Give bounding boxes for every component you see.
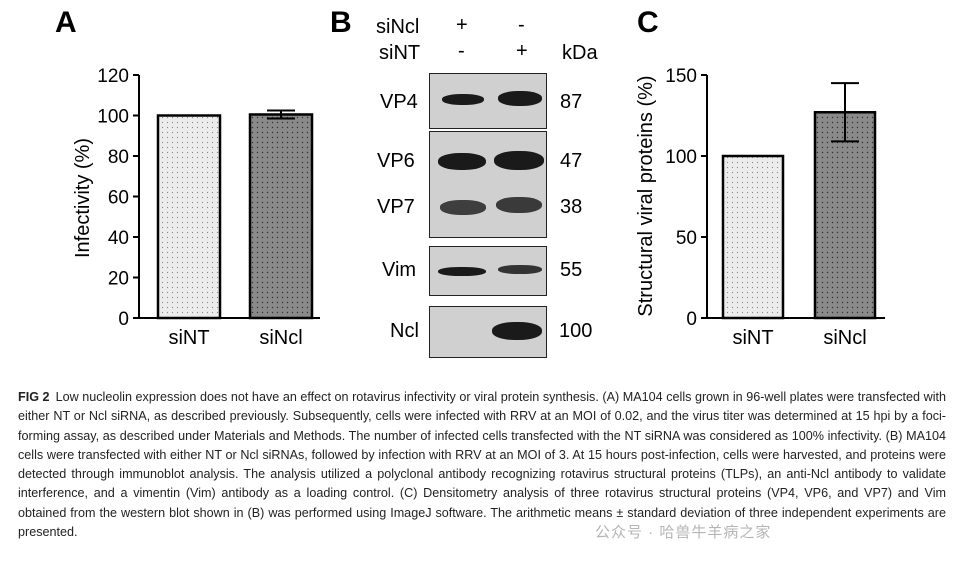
blot-kda-vim: 55 xyxy=(560,259,583,281)
blot-kda-vp4: 87 xyxy=(560,91,583,113)
watermark-text: 公众号 · 哈兽牛羊病之家 xyxy=(595,524,772,541)
sint-lane2-sign: + xyxy=(516,40,528,62)
sincl-row-label: siNcl xyxy=(376,16,420,38)
blot-label-vim: Vim xyxy=(382,259,417,281)
sint-lane1-sign: - xyxy=(458,40,465,62)
kda-header: kDa xyxy=(562,42,598,64)
band-vp4-lane2 xyxy=(498,91,542,106)
blot-strip-ncl xyxy=(429,306,547,358)
figure-caption: FIG 2 Low nucleolin expression does not h… xyxy=(18,388,946,542)
band-vp7-lane1 xyxy=(440,200,486,215)
band-vp4-lane1 xyxy=(442,94,484,105)
bar-sincl xyxy=(248,113,314,320)
y-tick-label: 120 xyxy=(97,66,129,87)
band-vim-lane1 xyxy=(438,267,486,276)
sint-row-label: siNT xyxy=(379,42,421,64)
caption-text: Low nucleolin expression does not have a… xyxy=(18,390,946,540)
bar-sint xyxy=(721,154,785,320)
panel-letter-a: A xyxy=(55,6,77,39)
y-tick-label: 100 xyxy=(665,147,697,168)
band-vp6-lane2 xyxy=(494,151,544,170)
y-axis-label: Structural viral proteins (%) xyxy=(635,75,657,316)
panel-letter-c: C xyxy=(637,6,659,39)
blot-label-vp7: VP7 xyxy=(377,196,415,218)
bar-sint xyxy=(156,114,222,320)
y-tick-label: 150 xyxy=(665,66,697,87)
band-vim-lane2 xyxy=(498,265,542,274)
chart-c: Structural viral proteins (%) 0 50 100 150 s… xyxy=(635,66,885,349)
sincl-lane2-sign: - xyxy=(518,14,525,36)
y-axis-label: Infectivity (%) xyxy=(72,138,94,258)
y-tick-label: 0 xyxy=(686,309,697,330)
blot-strip-vp4 xyxy=(429,73,547,129)
western-blot-panel: siNcl + - siNT - + kDa VP4 87 VP6 47 VP7… xyxy=(330,0,630,365)
x-tick-label: siNcl xyxy=(823,327,866,349)
y-tick-label: 50 xyxy=(676,228,697,249)
sincl-lane1-sign: + xyxy=(456,14,468,36)
chart-a: Infectivity (%) 0 20 40 60 80 100 120 siNT siNcl xyxy=(72,66,320,349)
panel-letter-b: B xyxy=(330,6,352,39)
y-tick-label: 60 xyxy=(108,188,129,209)
figure-label: FIG 2 xyxy=(18,390,50,404)
y-tick-label: 40 xyxy=(108,228,129,249)
y-tick-label: 100 xyxy=(97,107,129,128)
blot-label-ncl: Ncl xyxy=(390,320,419,342)
blot-kda-vp6: 47 xyxy=(560,150,583,172)
band-ncl-lane2 xyxy=(492,322,542,340)
y-tick-label: 0 xyxy=(118,309,129,330)
blot-label-vp6: VP6 xyxy=(377,150,415,172)
band-vp7-lane2 xyxy=(496,197,542,213)
x-tick-label: siNcl xyxy=(259,327,302,349)
blot-kda-ncl: 100 xyxy=(559,320,593,342)
blot-strip-vp6-vp7 xyxy=(429,131,547,238)
x-tick-label: siNT xyxy=(732,327,773,349)
y-tick-label: 20 xyxy=(108,269,129,290)
band-vp6-lane1 xyxy=(438,153,486,170)
y-tick-label: 80 xyxy=(108,147,129,168)
bar-sincl xyxy=(813,111,877,320)
blot-label-vp4: VP4 xyxy=(380,91,418,113)
blot-strip-vim xyxy=(429,246,547,296)
x-tick-label: siNT xyxy=(168,327,209,349)
blot-kda-vp7: 38 xyxy=(560,196,583,218)
